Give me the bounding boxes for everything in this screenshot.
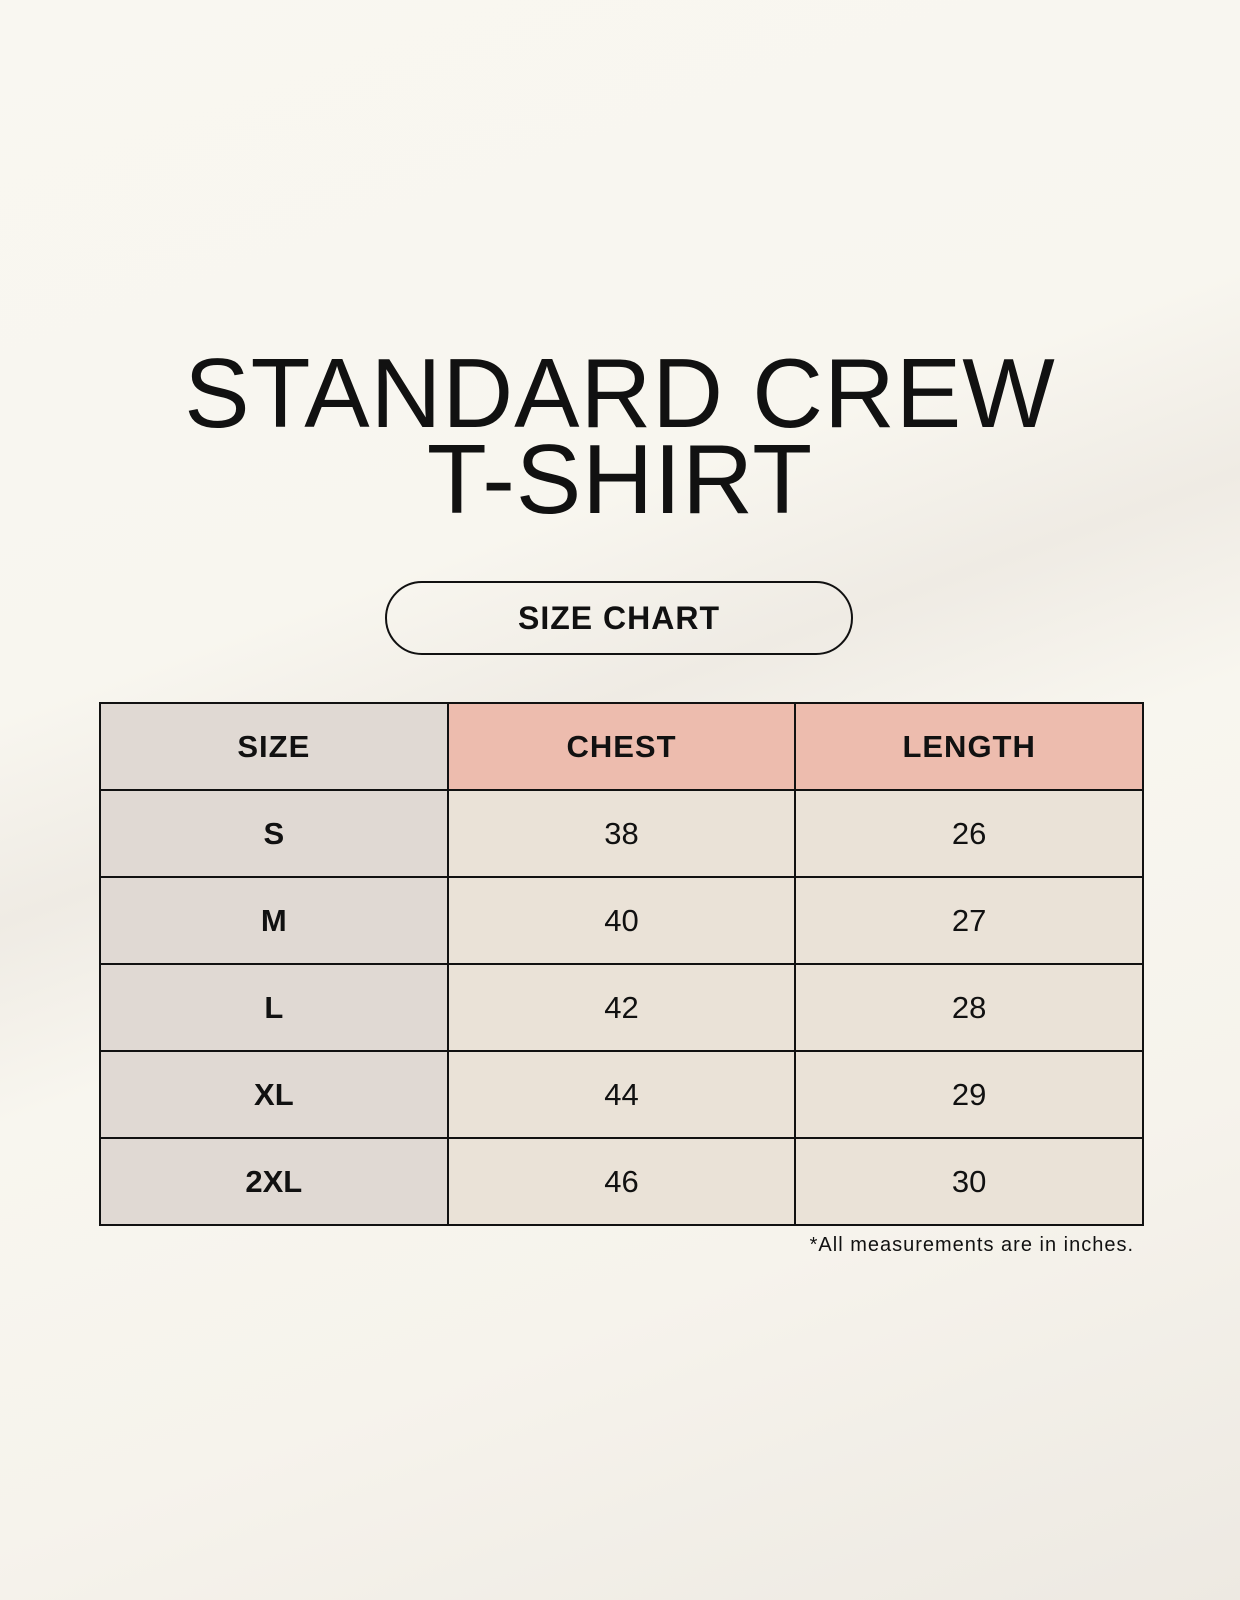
size-chart-badge: SIZE CHART	[385, 581, 853, 655]
cell-size: L	[99, 963, 449, 1052]
cell-chest: 42	[446, 963, 797, 1052]
cell-chest: 46	[446, 1137, 797, 1226]
cell-length: 29	[794, 1050, 1144, 1139]
table-row: XL 44 29	[99, 1050, 1144, 1139]
header-length: LENGTH	[794, 702, 1144, 791]
title-line-1: STANDARD CREW	[184, 338, 1056, 448]
cell-chest: 44	[446, 1050, 797, 1139]
cell-chest: 38	[446, 789, 797, 878]
size-table: SIZE CHEST LENGTH S 38 26 M 40 27 L 42 2…	[99, 702, 1144, 1226]
header-size: SIZE	[99, 702, 449, 791]
cell-chest: 40	[446, 876, 797, 965]
cell-size: 2XL	[99, 1137, 449, 1226]
cell-length: 28	[794, 963, 1144, 1052]
table-row: 2XL 46 30	[99, 1137, 1144, 1226]
table-row: M 40 27	[99, 876, 1144, 965]
table-row: S 38 26	[99, 789, 1144, 878]
cell-length: 30	[794, 1137, 1144, 1226]
header-chest: CHEST	[446, 702, 797, 791]
page-title: STANDARD CREW T-SHIRT	[0, 338, 1240, 534]
cell-size: S	[99, 789, 449, 878]
footnote: *All measurements are in inches.	[809, 1234, 1134, 1256]
title-line-2: T-SHIRT	[426, 424, 814, 534]
cell-length: 26	[794, 789, 1144, 878]
cell-length: 27	[794, 876, 1144, 965]
table-header-row: SIZE CHEST LENGTH	[99, 702, 1144, 791]
cell-size: M	[99, 876, 449, 965]
table-row: L 42 28	[99, 963, 1144, 1052]
cell-size: XL	[99, 1050, 449, 1139]
